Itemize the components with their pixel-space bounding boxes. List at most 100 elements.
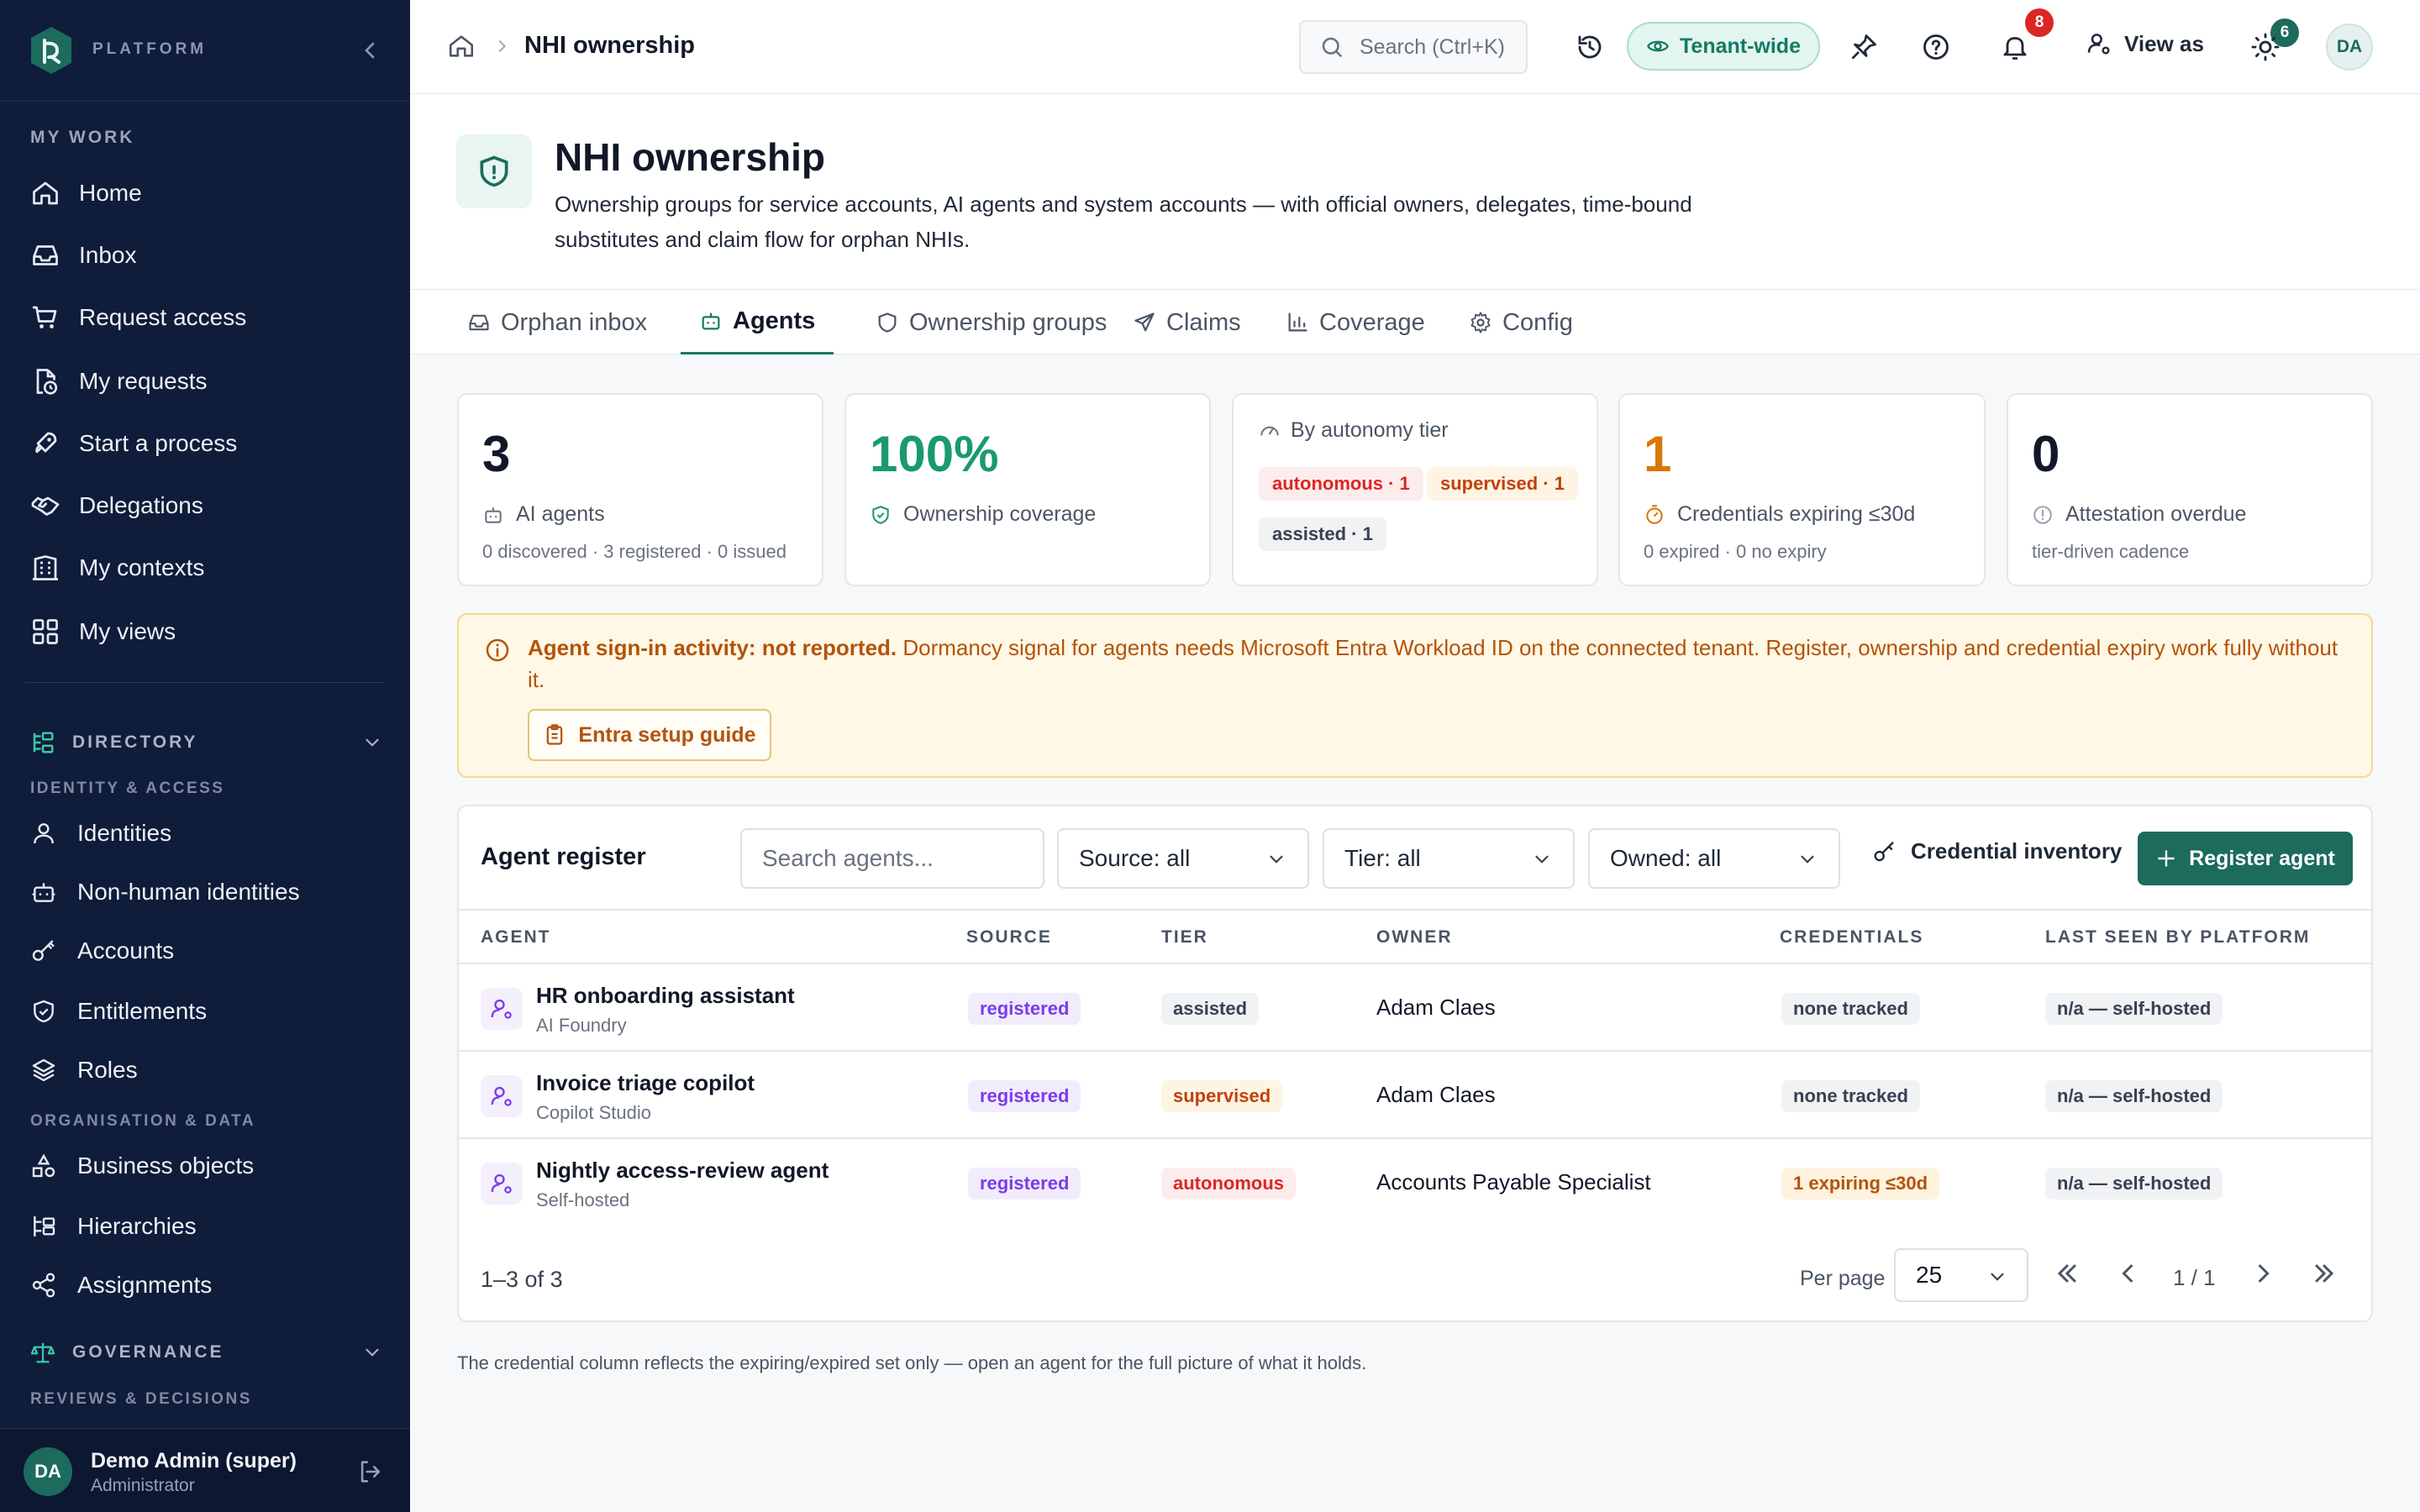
tab-bar: Orphan inbox Agents Ownership groups Cla…	[410, 289, 2420, 355]
shapes-icon	[30, 1152, 57, 1179]
share-icon	[30, 1272, 57, 1299]
home-icon[interactable]	[447, 32, 476, 60]
alert-circle-icon	[2032, 504, 2054, 526]
prev-page-icon[interactable]	[2112, 1258, 2143, 1289]
search-agents-input[interactable]: Search agents...	[740, 828, 1044, 889]
theme-toggle-icon[interactable]	[2250, 32, 2281, 62]
register-agent-label: Register agent	[2189, 846, 2335, 870]
logout-icon[interactable]	[356, 1457, 385, 1486]
sidebar-item-inbox[interactable]: Inbox	[30, 230, 383, 281]
next-page-icon[interactable]	[2249, 1258, 2279, 1289]
tier-chip-autonomous[interactable]: autonomous · 1	[1259, 467, 1423, 501]
agent-name[interactable]: Nightly access-review agent	[536, 1158, 829, 1183]
credentials-badge: 1 expiring ≤30d	[1781, 1168, 1940, 1200]
column-credentials[interactable]: CREDENTIALS	[1780, 927, 1924, 947]
tier-filter[interactable]: Tier: all	[1323, 828, 1575, 889]
pin-icon[interactable]	[1849, 32, 1879, 62]
stat-sub: 0 discovered · 3 registered · 0 issued	[482, 541, 786, 562]
history-icon[interactable]	[1575, 32, 1605, 62]
source-filter[interactable]: Source: all	[1057, 828, 1309, 889]
alert-body: Dormancy signal for agents needs Microso…	[528, 635, 2338, 692]
entra-setup-guide-button[interactable]: Entra setup guide	[528, 709, 771, 761]
stat-label: Attestation overdue	[2032, 502, 2246, 527]
last-seen-badge: n/a — self-hosted	[2045, 1168, 2223, 1200]
user-cog-icon	[2086, 30, 2112, 57]
column-tier[interactable]: TIER	[1161, 927, 1208, 947]
sidebar-item-entitlements[interactable]: Entitlements	[30, 986, 383, 1037]
tenant-scope-toggle[interactable]: Tenant-wide	[1627, 22, 1820, 71]
sidebar-item-request-access[interactable]: Request access	[30, 292, 383, 343]
sidebar-group-directory[interactable]: DIRECTORY	[30, 726, 383, 759]
table-row[interactable]: Invoice triage copilot Copilot Studio re…	[459, 1052, 2371, 1139]
tab-config[interactable]: Config	[1450, 290, 1591, 355]
grid-icon	[30, 617, 60, 647]
sidebar-item-identities[interactable]: Identities	[30, 808, 383, 858]
sidebar-item-roles[interactable]: Roles	[30, 1045, 383, 1095]
user-avatar[interactable]: DA	[2326, 24, 2373, 71]
owner-name: Accounts Payable Specialist	[1376, 1169, 1651, 1194]
register-agent-button[interactable]: Register agent	[2138, 832, 2353, 885]
sidebar-item-my-requests[interactable]: My requests	[30, 356, 383, 407]
tier-title: By autonomy tier	[1259, 418, 1449, 443]
sidebar-item-label: Start a process	[79, 430, 238, 456]
source-badge: registered	[968, 1080, 1081, 1112]
sidebar-item-accounts[interactable]: Accounts	[30, 926, 383, 976]
key-icon	[1872, 839, 1897, 864]
help-icon[interactable]	[1921, 32, 1951, 62]
column-agent[interactable]: AGENT	[481, 927, 551, 947]
column-last-seen[interactable]: LAST SEEN BY PLATFORM	[2045, 927, 2311, 947]
agent-platform: AI Foundry	[536, 1015, 627, 1036]
subsection-identity-access: IDENTITY & ACCESS	[30, 780, 225, 797]
tab-claims[interactable]: Claims	[1114, 290, 1260, 355]
sidebar-item-my-contexts[interactable]: My contexts	[30, 543, 383, 593]
collapse-sidebar-icon[interactable]	[356, 37, 383, 64]
logo-icon[interactable]	[29, 25, 74, 76]
rocket-icon	[30, 428, 60, 459]
brand-name: PLATFORM	[92, 40, 208, 58]
chevron-down-icon	[1265, 848, 1287, 870]
view-as-button[interactable]: View as	[2086, 30, 2204, 57]
last-page-icon[interactable]	[2309, 1258, 2339, 1289]
tier-chip-assisted[interactable]: assisted · 1	[1259, 517, 1386, 551]
sidebar-item-non-human-identities[interactable]: Non-human identities	[30, 867, 383, 917]
sidebar-item-my-views[interactable]: My views	[30, 606, 383, 657]
sidebar-item-hierarchies[interactable]: Hierarchies	[30, 1201, 383, 1252]
chevron-down-icon	[361, 1341, 383, 1363]
sidebar-item-start-process[interactable]: Start a process	[30, 418, 383, 469]
sidebar-user[interactable]: DA Demo Admin (super) Administrator	[0, 1428, 410, 1512]
first-page-icon[interactable]	[2052, 1258, 2082, 1289]
send-icon	[1133, 311, 1156, 334]
sidebar-item-delegations[interactable]: Delegations	[30, 480, 383, 531]
last-seen-badge: n/a — self-hosted	[2045, 1080, 2223, 1112]
tab-ownership-groups[interactable]: Ownership groups	[857, 290, 1125, 355]
bot-icon	[699, 309, 723, 333]
sidebar-item-label: Non-human identities	[77, 879, 300, 905]
stat-sub: 0 expired · 0 no expiry	[1644, 541, 1827, 562]
stat-label-text: Ownership coverage	[903, 502, 1097, 526]
tab-label: Ownership groups	[909, 308, 1107, 336]
bell-icon[interactable]	[2000, 32, 2030, 62]
subsection-reviews-decisions: REVIEWS & DECISIONS	[30, 1390, 252, 1408]
page-title: NHI ownership	[555, 135, 826, 179]
tenant-label: Tenant-wide	[1680, 34, 1801, 58]
global-search[interactable]: Search (Ctrl+K)	[1299, 20, 1528, 74]
column-source[interactable]: SOURCE	[966, 927, 1052, 947]
tab-coverage[interactable]: Coverage	[1267, 290, 1444, 355]
sidebar-item-business-objects[interactable]: Business objects	[30, 1141, 383, 1191]
sidebar-item-assignments[interactable]: Assignments	[30, 1260, 383, 1310]
sidebar-group-governance[interactable]: GOVERNANCE	[30, 1336, 383, 1369]
cart-icon	[30, 302, 60, 333]
agent-name[interactable]: Invoice triage copilot	[536, 1070, 755, 1095]
stat-label-text: Credentials expiring ≤30d	[1677, 502, 1916, 526]
tab-orphan-inbox[interactable]: Orphan inbox	[449, 290, 666, 355]
column-owner[interactable]: OWNER	[1376, 927, 1453, 947]
tab-agents[interactable]: Agents	[681, 290, 834, 355]
table-row[interactable]: HR onboarding assistant AI Foundry regis…	[459, 964, 2371, 1052]
table-row[interactable]: Nightly access-review agent Self-hosted …	[459, 1139, 2371, 1226]
per-page-select[interactable]: 25	[1894, 1248, 2028, 1302]
tier-chip-supervised[interactable]: supervised · 1	[1427, 467, 1578, 501]
credential-inventory-link[interactable]: Credential inventory	[1872, 838, 2122, 864]
owned-filter[interactable]: Owned: all	[1588, 828, 1840, 889]
sidebar-item-home[interactable]: Home	[30, 168, 383, 218]
agent-name[interactable]: HR onboarding assistant	[536, 983, 795, 1008]
